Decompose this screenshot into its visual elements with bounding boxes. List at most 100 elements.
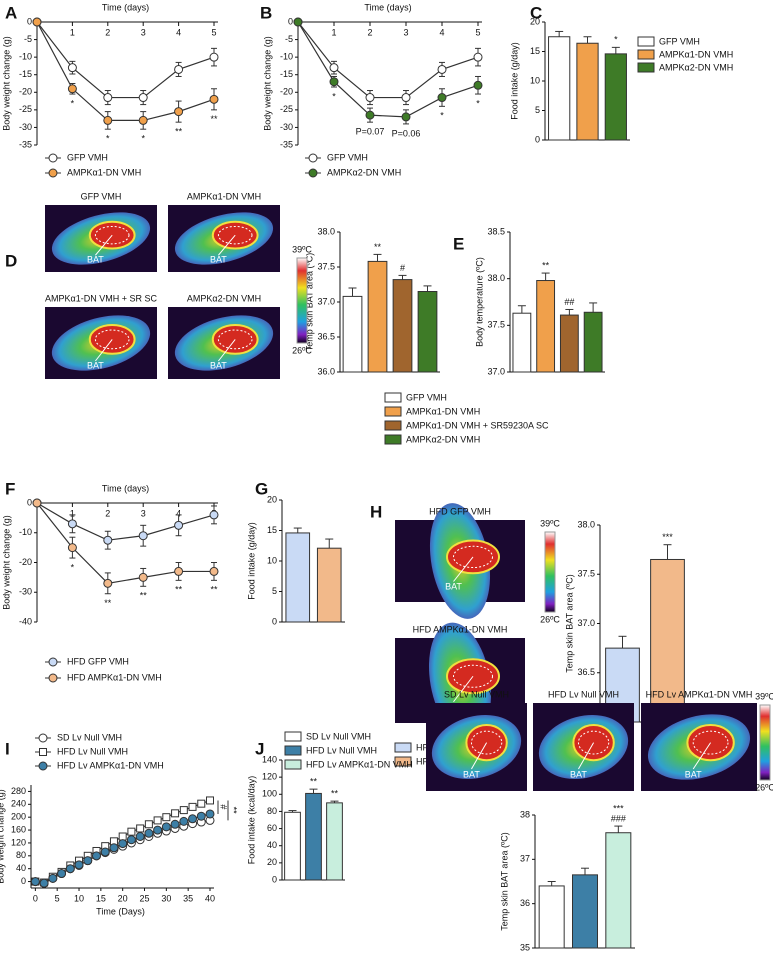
legend-label: AMPKα1-DN VMH (406, 406, 480, 416)
y-tick-label: 36 (520, 898, 530, 908)
image-title: HFD Lv AMPKα1-DN VMH (646, 689, 753, 699)
legend-label: SD Lv Null VMH (306, 731, 371, 741)
image-title: AMPKα1-DN VMH (187, 191, 261, 201)
data-point (57, 869, 67, 879)
image-title: SD Lv Null VMH (444, 689, 509, 699)
bar (285, 532, 311, 623)
x-tick-label: 3 (403, 27, 408, 37)
data-point (138, 115, 148, 125)
y-tick-label: 38.0 (487, 273, 505, 283)
significance-label: ** (104, 598, 112, 608)
y-tick-label: -20 (19, 87, 32, 97)
y-tick-label: 20 (530, 16, 540, 26)
x-tick-label: 0 (33, 893, 38, 903)
data-point (83, 856, 93, 866)
significance-label: ** (210, 585, 218, 595)
y-tick-label: -10 (19, 52, 32, 62)
y-tick-label: -30 (280, 122, 293, 132)
data-point (144, 828, 154, 838)
y-tick-label: -5 (285, 34, 293, 44)
bat-outline (453, 545, 493, 569)
y-axis-title: Food intake (kcal/day) (246, 776, 256, 865)
data-point (196, 811, 206, 821)
data-point (126, 835, 136, 845)
bat-label: BAT (685, 770, 702, 780)
significance-label: * (71, 562, 75, 572)
data-point (67, 519, 77, 529)
legend-marker (48, 168, 58, 178)
significance-label: ** (374, 242, 382, 252)
bat-label: BAT (210, 360, 227, 370)
thermal-hotspot (211, 220, 259, 250)
bat-label: BAT (210, 254, 227, 264)
y-tick-label: 37 (520, 854, 530, 864)
significance-label: ## (564, 297, 574, 307)
bat-label: BAT (445, 582, 462, 592)
data-point (138, 572, 148, 582)
y-tick-label: 37.5 (317, 261, 335, 271)
y-tick-label: 5 (272, 586, 277, 596)
bat-pointer (453, 675, 474, 703)
series-line (297, 21, 479, 99)
bar (316, 547, 342, 623)
x-tick-label: 3 (141, 27, 146, 37)
legend-label: GFP VMH (327, 152, 368, 162)
data-point (188, 814, 198, 824)
legend-swatch (637, 36, 655, 47)
legend-swatch (284, 731, 302, 742)
y-axis-title: Temp skin BAT area (ºC) (304, 253, 314, 351)
y-tick-label: 40 (16, 863, 26, 873)
y-axis-title: Body weight change (g) (0, 789, 5, 884)
panel-letter: B (260, 3, 272, 22)
data-point (91, 851, 101, 861)
data-point (144, 820, 153, 829)
y-tick-label: 35 (520, 942, 530, 952)
legend-label: AMPKα2-DN VMH (406, 434, 480, 444)
bat-label: BAT (87, 360, 104, 370)
x-tick-label: 1 (331, 27, 336, 37)
scale-min: 26ºC (292, 345, 312, 355)
bat-outline (217, 225, 253, 245)
legend-swatch (384, 420, 402, 431)
image-title: HFD GFP VMH (429, 506, 491, 516)
x-tick-label: 5 (475, 27, 480, 37)
data-point (197, 799, 206, 808)
legend-label: GFP VMH (67, 152, 108, 162)
data-point (179, 816, 189, 826)
legend-marker (308, 168, 318, 178)
legend-marker (38, 733, 48, 743)
data-point (100, 847, 110, 857)
legend-swatch (637, 62, 655, 73)
x-tick-label: 30 (161, 893, 171, 903)
bar (512, 312, 532, 373)
data-point (103, 93, 113, 103)
x-tick-label: 2 (105, 508, 110, 518)
x-axis-title: Time (Days) (96, 906, 145, 916)
series-line (36, 21, 215, 121)
y-tick-label: 36.5 (577, 667, 595, 677)
x-tick-label: 10 (74, 893, 84, 903)
data-point (127, 827, 136, 836)
y-tick-label: -35 (19, 139, 32, 149)
data-point (67, 84, 77, 94)
data-point (188, 802, 197, 811)
data-point (209, 94, 219, 104)
legend-label: AMPKα1-DN VMH (67, 167, 141, 177)
legend-label: HFD Lv AMPKα1-DN VMH (57, 760, 164, 770)
y-axis-title: Temp skin BAT area (ºC) (564, 574, 574, 672)
significance-label: *** (662, 532, 673, 542)
bar (536, 280, 556, 373)
data-point (103, 578, 113, 588)
significance-label: * (614, 35, 618, 45)
bat-pointer (95, 234, 113, 256)
data-point (206, 796, 214, 805)
data-point (365, 110, 375, 120)
data-point (135, 832, 145, 841)
panel-letter: H (370, 502, 382, 521)
data-point (365, 93, 375, 103)
significance-label: ** (542, 260, 550, 270)
data-point (118, 832, 127, 841)
y-axis-title: Body weight change (g) (262, 36, 272, 131)
x-tick-label: 4 (439, 27, 444, 37)
bat-pointer (578, 742, 595, 770)
